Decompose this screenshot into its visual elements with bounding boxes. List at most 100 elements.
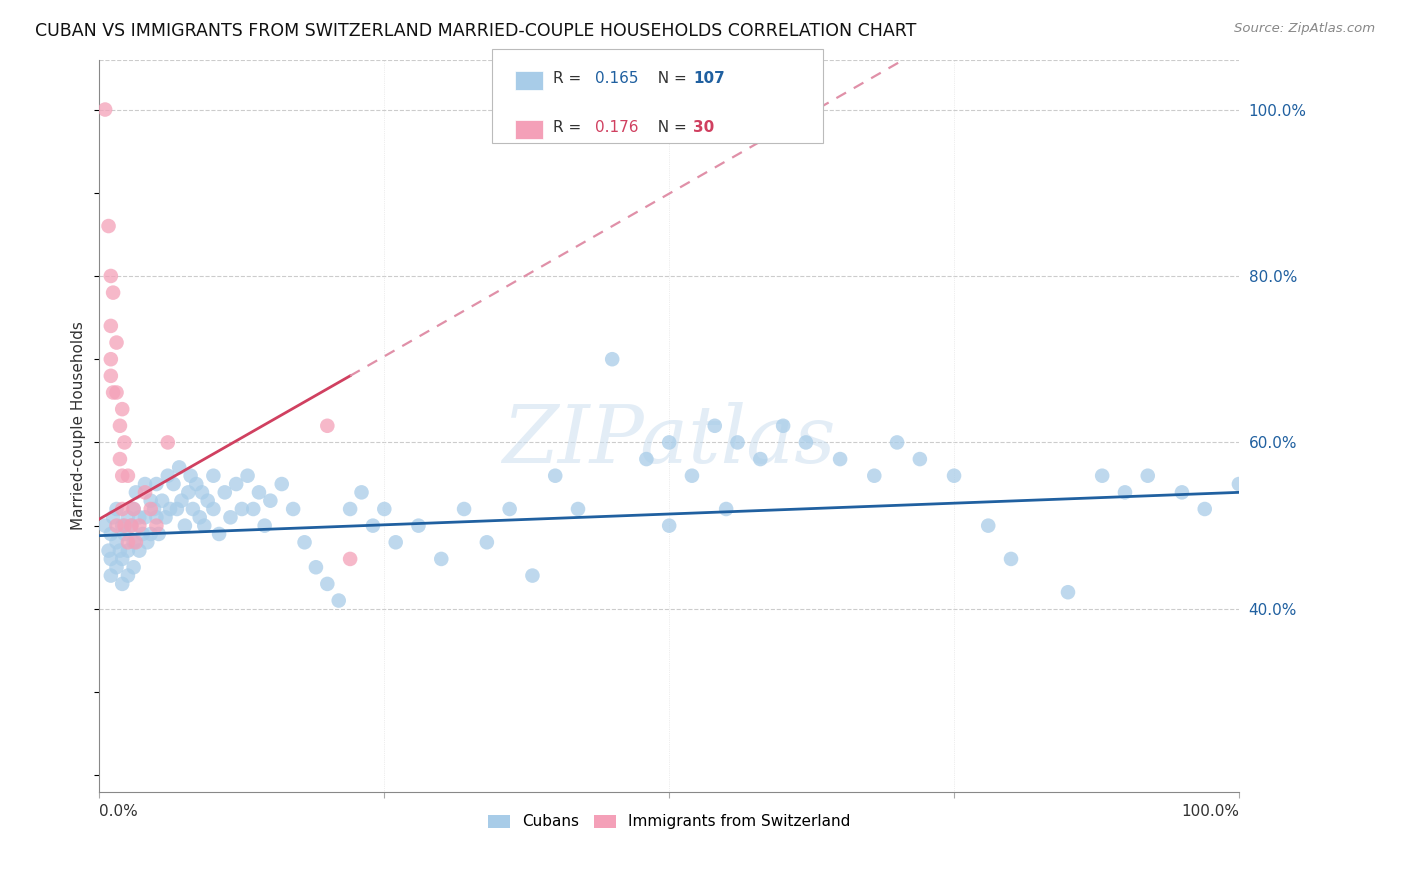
Point [145,510,167,524]
Point [384,535,406,549]
Point [139,493,162,508]
Point [114,435,136,450]
Point [186,477,208,491]
Point [166,502,188,516]
Point [100,527,122,541]
Point [134,510,156,524]
Point [128,518,150,533]
Text: Source: ZipAtlas.com: Source: ZipAtlas.com [1234,22,1375,36]
Text: ZIPatlas: ZIPatlas [502,401,837,479]
Point [148,527,170,541]
Point [1091,468,1114,483]
Point [475,535,498,549]
Point [101,510,124,524]
Point [214,485,236,500]
Text: 0.176: 0.176 [595,120,638,135]
Point [105,502,128,516]
Point [145,518,167,533]
Point [188,510,211,524]
Point [108,543,131,558]
Point [100,368,122,383]
Point [727,435,749,450]
Point [159,502,181,516]
Point [105,560,128,574]
Point [100,352,122,367]
Point [125,535,148,549]
Point [145,477,167,491]
Point [202,502,225,516]
Point [772,418,794,433]
Text: 107: 107 [693,71,725,86]
Point [328,593,350,607]
Point [128,543,150,558]
Point [125,485,148,500]
Point [350,485,373,500]
Point [242,502,264,516]
Point [100,318,122,333]
Point [181,502,204,516]
Point [100,268,122,283]
Point [193,518,215,533]
Point [658,435,681,450]
Point [101,285,124,300]
Point [567,502,589,516]
Point [100,552,122,566]
Text: 30: 30 [693,120,714,135]
Point [105,518,128,533]
Point [977,518,1000,533]
Point [101,385,124,400]
Point [522,568,544,582]
Text: R =: R = [553,71,586,86]
Point [1057,585,1080,599]
Point [108,418,131,433]
Point [544,468,567,483]
Text: 100.0%: 100.0% [1181,805,1239,820]
Point [247,485,270,500]
Point [219,510,242,524]
Text: 0.165: 0.165 [595,71,638,86]
Point [908,452,931,467]
Point [134,477,156,491]
Point [132,527,155,541]
Point [236,468,259,483]
Point [156,468,179,483]
Text: 0.0%: 0.0% [100,805,138,820]
Point [681,468,703,483]
Point [373,502,395,516]
Text: CUBAN VS IMMIGRANTS FROM SWITZERLAND MARRIED-COUPLE HOUSEHOLDS CORRELATION CHART: CUBAN VS IMMIGRANTS FROM SWITZERLAND MAR… [35,22,917,40]
Point [111,552,134,566]
Point [155,510,177,524]
Point [105,335,128,350]
Point [97,219,120,233]
Point [100,568,122,582]
Point [231,502,253,516]
Point [430,552,453,566]
Point [139,527,162,541]
Point [117,535,139,549]
Point [128,510,150,524]
Point [281,502,304,516]
Point [305,560,328,574]
Point [180,468,202,483]
Text: N =: N = [648,71,692,86]
Point [202,468,225,483]
Point [114,518,136,533]
Point [94,518,117,533]
Point [120,518,142,533]
Point [170,493,193,508]
Text: N =: N = [648,120,692,135]
Point [105,385,128,400]
Point [294,535,316,549]
Point [316,418,339,433]
Point [863,468,886,483]
Point [794,435,817,450]
Point [339,502,361,516]
Point [108,452,131,467]
Point [259,493,281,508]
Point [703,418,725,433]
Point [117,510,139,524]
Point [136,535,159,549]
Point [111,577,134,591]
Point [122,502,145,516]
Point [111,468,134,483]
